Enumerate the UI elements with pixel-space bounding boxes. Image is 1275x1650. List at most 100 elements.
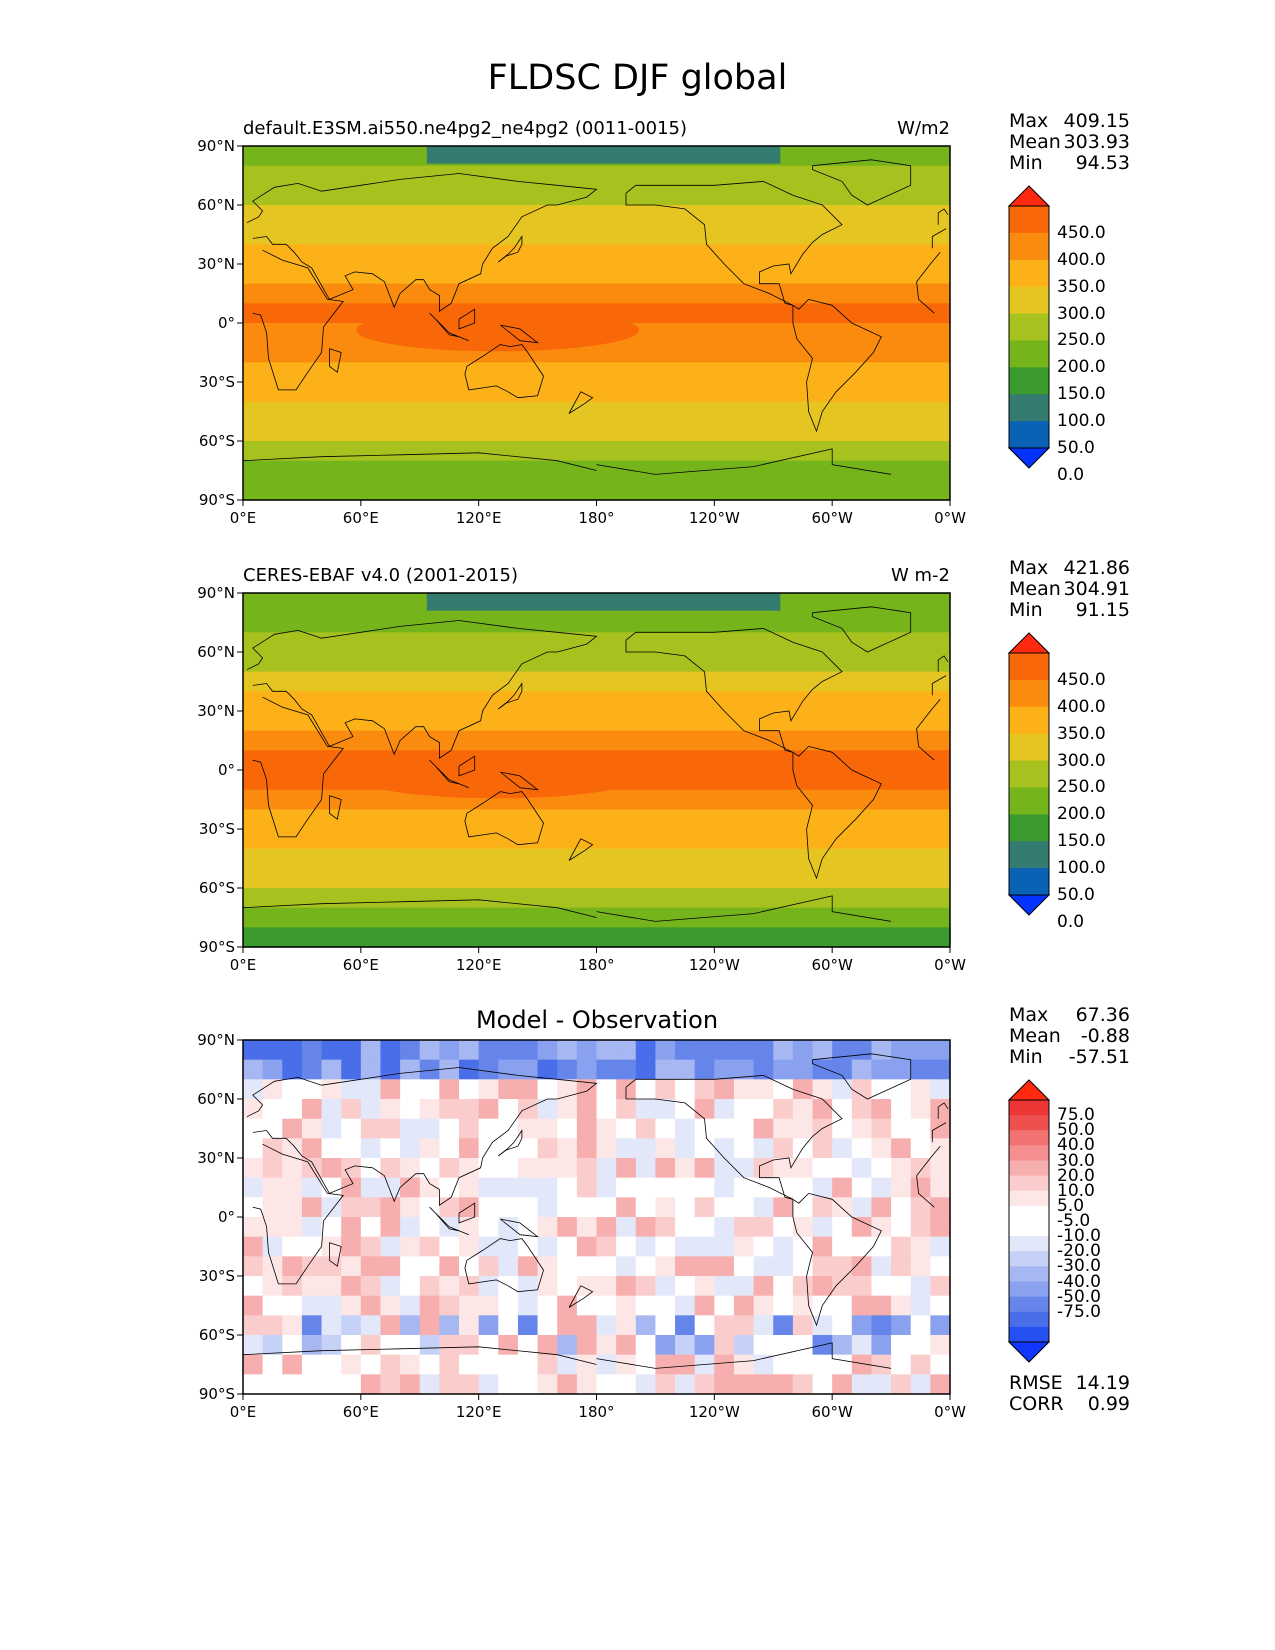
coastline bbox=[568, 838, 594, 861]
field-cell bbox=[773, 1236, 794, 1257]
colorbar-bin bbox=[1009, 868, 1049, 896]
field-cell bbox=[439, 1374, 460, 1395]
field-cell bbox=[341, 1079, 362, 1100]
field-cell bbox=[851, 1059, 873, 1080]
field-cell bbox=[733, 1079, 755, 1100]
lon-tick-label: 0°E bbox=[229, 956, 257, 974]
field-cell bbox=[301, 1138, 323, 1159]
field-cell bbox=[243, 1374, 264, 1395]
field-cell bbox=[655, 1197, 676, 1218]
field-cell bbox=[851, 1217, 873, 1238]
field-cell bbox=[714, 1256, 735, 1277]
field-cell bbox=[675, 1335, 696, 1356]
field-cell bbox=[694, 1335, 715, 1356]
field-cell bbox=[537, 1354, 558, 1375]
field-cell bbox=[282, 1197, 303, 1218]
field-cell bbox=[694, 1315, 715, 1336]
panel-units: W/m2 bbox=[897, 118, 950, 139]
colorbar-label: -10.0 bbox=[1057, 1226, 1101, 1247]
field-cell bbox=[812, 1374, 833, 1395]
field-cell bbox=[557, 1295, 578, 1316]
field-cell bbox=[773, 1118, 794, 1139]
field-cell bbox=[360, 1040, 382, 1061]
field-cell bbox=[557, 1059, 578, 1080]
lon-tick-label: 60°E bbox=[342, 1403, 379, 1421]
colorbar-label: 75.0 bbox=[1057, 1105, 1095, 1126]
field-cell bbox=[459, 1335, 480, 1356]
field-cell bbox=[714, 1059, 735, 1080]
field-cell bbox=[360, 1177, 382, 1198]
field-cell bbox=[301, 1295, 323, 1316]
field-cell bbox=[419, 1354, 440, 1375]
field-cell bbox=[576, 1059, 598, 1080]
field-cell bbox=[498, 1335, 519, 1356]
field-cell bbox=[282, 1040, 303, 1061]
field-cell bbox=[832, 1118, 853, 1139]
field-cell bbox=[301, 1118, 323, 1139]
colorbar-label: -40.0 bbox=[1057, 1271, 1101, 1292]
field-cell bbox=[498, 1197, 519, 1218]
field-cell bbox=[400, 1118, 421, 1139]
field-cell bbox=[459, 1354, 480, 1375]
colorbar-label: 350.0 bbox=[1057, 276, 1106, 297]
field-cell bbox=[400, 1197, 421, 1218]
field-cell bbox=[341, 1059, 362, 1080]
field-cell bbox=[812, 1158, 833, 1179]
panel-units: W m-2 bbox=[890, 565, 950, 586]
field-cell bbox=[812, 1197, 833, 1218]
field-cell bbox=[753, 1354, 774, 1375]
coastline bbox=[252, 696, 941, 838]
field-band bbox=[243, 888, 950, 909]
colorbar-label: 30.0 bbox=[1057, 1150, 1095, 1171]
field-cell bbox=[832, 1138, 853, 1159]
field-band bbox=[243, 632, 950, 653]
lon-tick-label: 0°E bbox=[229, 1403, 257, 1421]
field-cell bbox=[282, 1354, 303, 1375]
field-cell bbox=[262, 1040, 283, 1061]
stat-label-mean: Mean bbox=[1009, 1025, 1061, 1047]
field-cell bbox=[596, 1374, 617, 1395]
field-cell bbox=[459, 1099, 480, 1120]
field-band bbox=[243, 809, 950, 830]
field-cell bbox=[380, 1059, 401, 1080]
colorbar-label: 200.0 bbox=[1057, 357, 1106, 378]
field-cell bbox=[419, 1059, 440, 1080]
field-cell bbox=[910, 1138, 931, 1159]
field-cell bbox=[714, 1040, 735, 1061]
colorbar-extend-max bbox=[1007, 1079, 1051, 1101]
field-cell bbox=[694, 1177, 715, 1198]
field-cell bbox=[596, 1177, 617, 1198]
field-cell bbox=[616, 1256, 637, 1277]
stat-value-max: 409.15 bbox=[1063, 110, 1130, 132]
field-cell bbox=[360, 1138, 382, 1159]
colorbar-bin bbox=[1009, 340, 1049, 368]
field-cell bbox=[459, 1197, 480, 1218]
field-cell bbox=[832, 1040, 853, 1061]
field-cell bbox=[792, 1079, 814, 1100]
field-cell bbox=[832, 1177, 853, 1198]
field-cell bbox=[891, 1177, 912, 1198]
field-cell bbox=[812, 1315, 833, 1336]
field-cell bbox=[380, 1158, 401, 1179]
colorbar-label: 350.0 bbox=[1057, 723, 1106, 744]
field-cell bbox=[243, 1099, 264, 1120]
field-cell bbox=[459, 1158, 480, 1179]
stat-value-max: 421.86 bbox=[1063, 557, 1130, 579]
coastline bbox=[464, 344, 544, 399]
field-cell bbox=[341, 1236, 362, 1257]
field-cell bbox=[694, 1236, 715, 1257]
field-cell bbox=[517, 1079, 539, 1100]
field-cell bbox=[694, 1118, 715, 1139]
lat-tick-label: 0° bbox=[217, 761, 235, 779]
field-cell bbox=[557, 1256, 578, 1277]
field-cell bbox=[321, 1354, 342, 1375]
field-cell bbox=[576, 1354, 598, 1375]
field-cell bbox=[596, 1354, 617, 1375]
field-cell bbox=[459, 1118, 480, 1139]
colorbar-bin bbox=[1009, 1266, 1049, 1282]
field-cell bbox=[930, 1138, 951, 1159]
coastline bbox=[329, 348, 342, 373]
field-cell bbox=[498, 1079, 519, 1100]
field-cell bbox=[616, 1354, 637, 1375]
field-cell bbox=[832, 1079, 853, 1100]
